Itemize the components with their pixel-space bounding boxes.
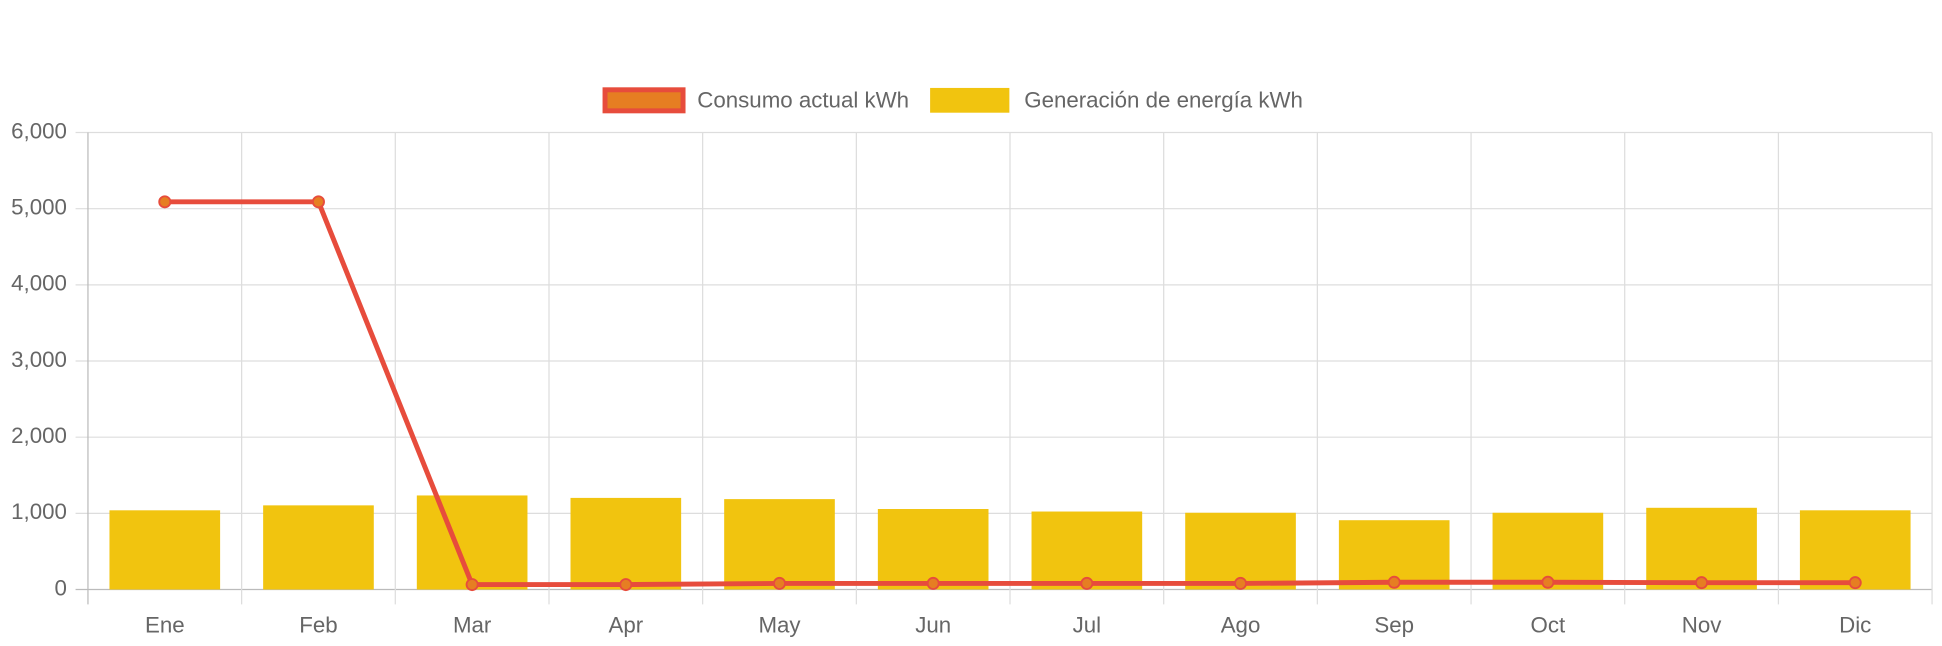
bar <box>416 495 528 590</box>
x-tick-label: Oct <box>1531 613 1566 638</box>
x-tick-label: May <box>758 613 801 638</box>
y-tick-label: 1,000 <box>11 499 67 524</box>
legend-swatch <box>602 87 686 114</box>
line-point <box>1080 576 1094 590</box>
bar <box>1031 511 1143 590</box>
bar <box>570 497 682 590</box>
line-point <box>926 576 940 590</box>
legend-swatch <box>930 87 1010 113</box>
bar <box>109 510 221 590</box>
y-tick-label: 2,000 <box>11 423 67 448</box>
legend-label: Generación de energía kWh <box>1024 87 1303 112</box>
x-tick-label: Sep <box>1374 613 1414 638</box>
y-tick-label: 5,000 <box>11 195 67 220</box>
x-tick-label: Feb <box>299 613 337 638</box>
y-tick-label: 6,000 <box>11 118 67 143</box>
x-tick-label: Nov <box>1682 613 1722 638</box>
legend-label: Consumo actual kWh <box>697 87 909 112</box>
x-tick-label: Mar <box>453 613 492 638</box>
line-point <box>1695 576 1709 590</box>
line-point <box>772 576 786 590</box>
bar <box>724 499 835 590</box>
x-tick-label: Dic <box>1839 613 1871 638</box>
line-point <box>1387 575 1401 589</box>
line <box>164 199 1856 588</box>
bar <box>263 505 374 590</box>
bar <box>877 509 989 590</box>
x-tick-label: Jul <box>1073 613 1101 638</box>
line-point <box>465 578 479 592</box>
line-point <box>1541 575 1555 589</box>
x-tick-label: Ene <box>145 613 185 638</box>
bar <box>1646 507 1757 590</box>
x-tick-label: Jun <box>915 613 951 638</box>
bar <box>1185 512 1296 590</box>
y-tick-label: 3,000 <box>11 347 67 372</box>
line-point <box>619 578 633 592</box>
line-point <box>1848 576 1862 590</box>
x-tick-label: Apr <box>608 613 643 638</box>
x-tick-label: Ago <box>1221 613 1261 638</box>
y-tick-label: 4,000 <box>11 271 67 296</box>
line-point <box>311 195 325 209</box>
line-point <box>1234 576 1248 590</box>
line-point <box>158 195 172 209</box>
y-tick-label: 0 <box>54 575 66 600</box>
